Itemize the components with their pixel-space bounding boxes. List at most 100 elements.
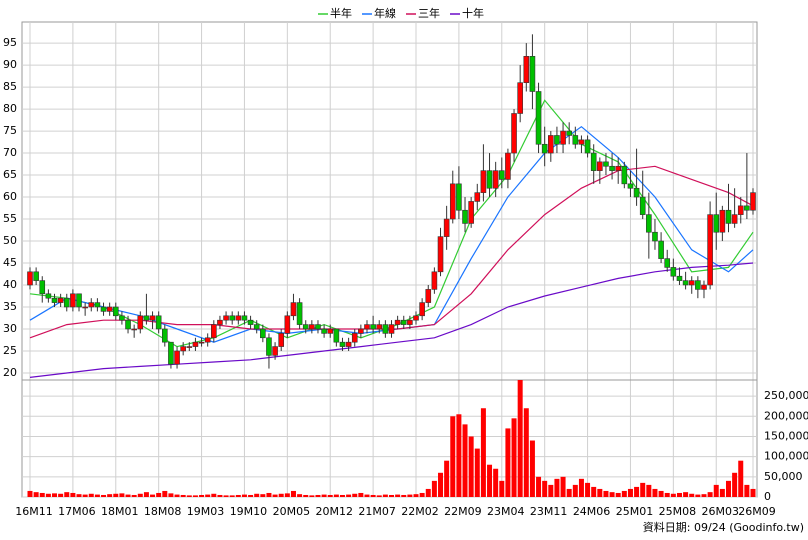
volume-bar <box>609 492 615 497</box>
candle-body <box>621 165 628 185</box>
volume-bar <box>438 472 444 497</box>
candle-body <box>321 328 327 334</box>
candle-body <box>364 324 370 330</box>
candle-body <box>204 337 211 343</box>
candle-body <box>603 161 609 167</box>
volume-bar <box>143 492 149 497</box>
volume-bar <box>162 490 168 497</box>
volume-bar <box>744 484 750 497</box>
y-tick-label: 45 <box>3 256 17 269</box>
volume-bar <box>27 490 33 497</box>
volume-bar <box>217 494 223 497</box>
candle-body <box>535 91 542 145</box>
x-tick-label: 20M12 <box>315 505 353 518</box>
y2-tick-label: 200,000 <box>764 409 808 422</box>
volume-bar <box>303 494 309 497</box>
volume-bar <box>566 488 572 497</box>
candle-body <box>376 324 383 330</box>
candle-body <box>217 319 223 325</box>
candle-body <box>633 187 640 198</box>
volume-bar <box>536 476 542 497</box>
candle-body <box>241 315 248 321</box>
candle-body <box>223 315 229 321</box>
volume-bar <box>474 448 480 497</box>
y-tick-label: 25 <box>3 344 17 357</box>
candle-body <box>566 130 572 136</box>
volume-bar <box>652 488 658 497</box>
candle-body <box>400 319 407 325</box>
volume-bar <box>480 408 486 497</box>
y-tick-label: 60 <box>3 190 17 203</box>
volume-bar <box>223 495 229 497</box>
volume-bar <box>327 494 333 497</box>
volume-bar <box>321 494 327 497</box>
volume-bar <box>339 494 345 497</box>
y-tick-label: 80 <box>3 102 17 115</box>
volume-bar <box>407 494 413 497</box>
candle-body <box>486 170 493 189</box>
candle-body <box>131 328 137 331</box>
candle-body <box>149 315 156 321</box>
volume-bar <box>487 464 493 497</box>
candle-body <box>646 214 652 233</box>
y2-tick-label: 100,000 <box>764 450 808 463</box>
candle-body <box>315 324 321 330</box>
candle-body <box>407 319 413 325</box>
x-tick-label: 16M11 <box>15 505 53 518</box>
volume-bar <box>180 494 186 497</box>
candle-body <box>713 214 720 233</box>
x-tick-label: 21M07 <box>358 505 396 518</box>
volume-bar <box>364 494 370 497</box>
candle-body <box>266 337 272 356</box>
volume-bar <box>33 492 39 497</box>
volume-bar <box>382 494 388 497</box>
candle-body <box>333 328 340 343</box>
y-tick-label: 65 <box>3 168 17 181</box>
volume-bar <box>205 494 211 497</box>
candle-body <box>27 271 33 286</box>
volume-bar <box>517 380 523 497</box>
candle-body <box>70 293 76 308</box>
candle-body <box>112 306 119 317</box>
candle-body <box>272 346 278 356</box>
candle-body <box>260 328 266 339</box>
y-tick-label: 55 <box>3 212 17 225</box>
x-tick-label: 18M08 <box>144 505 182 518</box>
volume-bar <box>125 494 131 497</box>
volume-bar <box>683 492 689 497</box>
candle-body <box>125 319 131 330</box>
volume-bar <box>333 494 339 497</box>
candle-body <box>358 328 364 334</box>
x-tick-label: 25M08 <box>659 505 697 518</box>
candle-body <box>168 341 174 365</box>
volume-bar <box>634 486 640 497</box>
candle-body <box>82 306 88 309</box>
volume-bar <box>389 494 394 497</box>
volume-bar <box>241 494 247 497</box>
volume-bar <box>76 494 82 497</box>
candle-body <box>33 271 39 281</box>
x-tick-label: 22M02 <box>401 505 439 518</box>
candle-body <box>639 196 646 215</box>
volume-bar <box>646 484 652 497</box>
volume-bar <box>603 490 609 497</box>
volume-bar <box>401 494 407 497</box>
candle-body <box>211 324 217 339</box>
volume-bar <box>192 495 198 497</box>
candle-body <box>155 315 162 330</box>
candle-body <box>468 201 474 224</box>
y2-tick-label: 250,000 <box>764 389 808 402</box>
candle-body <box>180 346 186 352</box>
candle-body <box>707 214 713 286</box>
candle-body <box>100 306 107 312</box>
candle-body <box>290 302 297 317</box>
volume-bar <box>615 492 621 497</box>
volume-bar <box>70 492 76 497</box>
candle-body <box>247 319 254 325</box>
candle-body <box>627 183 634 189</box>
candle-body <box>492 170 499 189</box>
volume-bar <box>707 492 713 497</box>
x-tick-label: 22M09 <box>444 505 482 518</box>
x-tick-label: 19M10 <box>230 505 268 518</box>
volume-bar <box>352 493 358 497</box>
